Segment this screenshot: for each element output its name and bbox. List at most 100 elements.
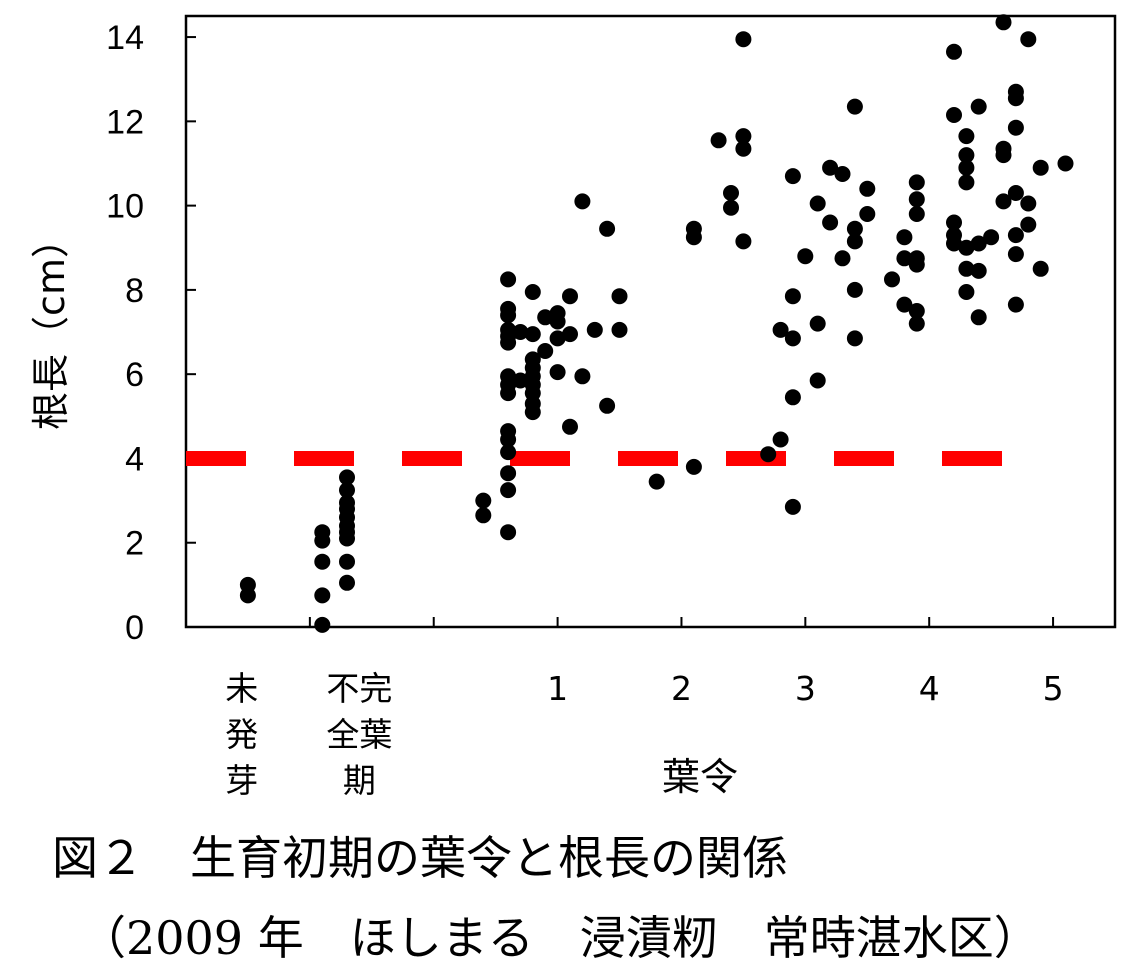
x-category-label: 不完全葉期 bbox=[326, 669, 392, 800]
data-point bbox=[1032, 260, 1049, 277]
data-point bbox=[475, 492, 492, 509]
data-point bbox=[524, 404, 541, 421]
data-point bbox=[970, 98, 987, 115]
data-point bbox=[339, 469, 355, 486]
data-point bbox=[834, 250, 851, 267]
data-point bbox=[995, 147, 1012, 164]
data-point bbox=[475, 507, 492, 524]
data-point bbox=[735, 140, 752, 157]
data-point bbox=[574, 193, 591, 210]
data-point bbox=[574, 368, 591, 385]
y-tick-label: 2 bbox=[125, 525, 144, 563]
data-point bbox=[524, 284, 541, 300]
data-point bbox=[549, 313, 566, 330]
data-point bbox=[846, 233, 863, 250]
data-point bbox=[562, 418, 578, 435]
data-point bbox=[1020, 195, 1037, 212]
data-point bbox=[809, 195, 826, 212]
data-point bbox=[586, 321, 603, 338]
data-point bbox=[772, 431, 789, 448]
data-point bbox=[549, 364, 566, 381]
data-point bbox=[784, 389, 801, 406]
data-point bbox=[970, 309, 987, 326]
data-point bbox=[908, 206, 925, 222]
data-point bbox=[908, 256, 925, 273]
data-point bbox=[946, 214, 962, 231]
data-point bbox=[339, 574, 355, 591]
x-category-label: 未発芽 bbox=[225, 669, 258, 800]
data-point bbox=[500, 482, 517, 499]
data-point bbox=[339, 553, 355, 570]
data-point bbox=[908, 303, 925, 319]
data-point bbox=[1007, 246, 1024, 263]
data-point bbox=[314, 553, 331, 570]
data-point bbox=[946, 107, 962, 123]
data-point bbox=[500, 385, 517, 402]
data-point bbox=[846, 330, 863, 347]
y-tick-label: 14 bbox=[106, 19, 144, 57]
data-point bbox=[896, 250, 913, 267]
y-tick-label: 0 bbox=[125, 609, 144, 647]
x-category-label: 1 bbox=[547, 669, 568, 708]
data-point bbox=[500, 444, 517, 461]
data-point bbox=[537, 309, 554, 326]
data-point bbox=[846, 220, 863, 237]
data-point bbox=[735, 31, 752, 48]
data-point bbox=[1007, 90, 1024, 107]
data-point bbox=[797, 248, 814, 265]
data-point bbox=[512, 324, 529, 340]
y-tick-label: 6 bbox=[125, 356, 144, 394]
x-axis: 未発芽 不完全葉期 1 2 3 4 5 bbox=[225, 617, 1064, 800]
data-point bbox=[1007, 227, 1024, 244]
data-point bbox=[859, 206, 876, 222]
data-point bbox=[908, 191, 925, 208]
data-point bbox=[685, 458, 702, 475]
data-point bbox=[946, 235, 962, 252]
data-point bbox=[760, 446, 777, 463]
data-point bbox=[562, 326, 578, 343]
data-point bbox=[958, 284, 975, 300]
data-points bbox=[239, 14, 1074, 633]
data-point bbox=[784, 330, 801, 347]
y-tick-label: 10 bbox=[106, 188, 144, 226]
data-point bbox=[908, 174, 925, 191]
data-point bbox=[958, 159, 975, 176]
data-point bbox=[685, 229, 702, 246]
y-axis: 0 2 4 6 8 10 12 14 bbox=[106, 19, 196, 647]
data-point bbox=[846, 281, 863, 298]
data-point bbox=[809, 315, 826, 332]
data-point bbox=[958, 239, 975, 256]
x-axis-title: 葉令 bbox=[662, 755, 738, 799]
data-point bbox=[884, 271, 900, 288]
data-point bbox=[314, 532, 331, 549]
data-point bbox=[1007, 296, 1024, 313]
data-point bbox=[822, 214, 839, 231]
data-point bbox=[239, 587, 256, 604]
data-point bbox=[784, 168, 801, 185]
data-point bbox=[524, 326, 541, 343]
data-point bbox=[809, 372, 826, 389]
data-point bbox=[723, 199, 739, 216]
data-point bbox=[1020, 31, 1037, 48]
data-point bbox=[958, 174, 975, 191]
data-point bbox=[1057, 155, 1074, 172]
data-point bbox=[735, 128, 752, 145]
data-point bbox=[834, 166, 851, 182]
y-tick-label: 8 bbox=[125, 272, 144, 310]
data-point bbox=[735, 233, 752, 250]
data-point bbox=[500, 524, 517, 541]
y-tick-label: 12 bbox=[106, 103, 144, 141]
data-point bbox=[908, 315, 925, 332]
data-point bbox=[500, 431, 517, 448]
data-point bbox=[784, 498, 801, 515]
data-point bbox=[549, 330, 566, 347]
data-point bbox=[1007, 185, 1024, 201]
figure-caption: 図２ 生育初期の葉令と根長の関係 bbox=[52, 831, 788, 885]
data-point bbox=[500, 465, 517, 482]
data-point bbox=[846, 98, 863, 115]
data-point bbox=[314, 587, 331, 604]
data-point bbox=[500, 334, 517, 351]
figure-caption-subtitle: （2009 年 ほしまる 浸漬籾 常時湛水区） bbox=[80, 911, 1040, 965]
data-point bbox=[611, 321, 628, 338]
